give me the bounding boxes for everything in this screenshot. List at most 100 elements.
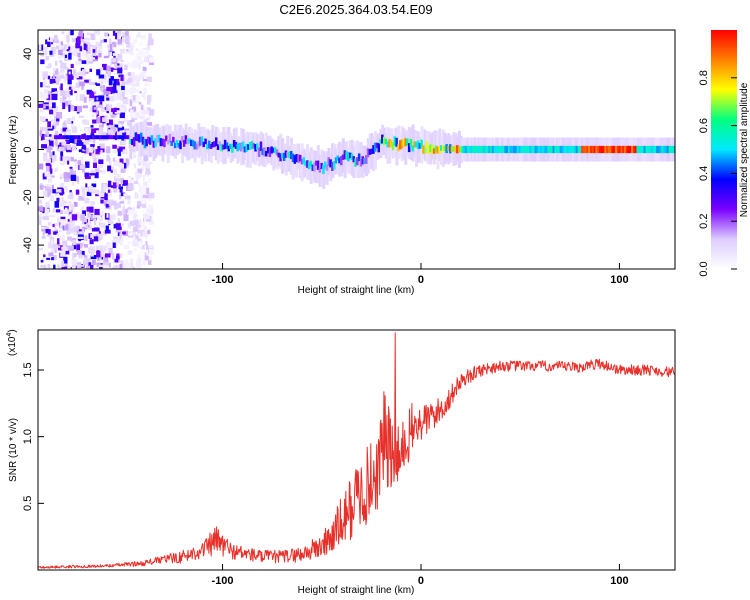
spectrogram-speckle xyxy=(111,58,117,63)
spectrogram-speckle xyxy=(53,110,57,117)
spectrogram-ridge-cell xyxy=(450,145,454,152)
spectrogram-ridge-cell xyxy=(468,145,472,154)
spectrogram-speckle xyxy=(82,226,88,230)
spectrogram-speckle xyxy=(60,216,66,220)
spectrogram-speckle xyxy=(42,190,48,197)
spectrogram-speckle xyxy=(66,118,72,124)
spectrogram-speckle xyxy=(134,111,140,119)
spectrogram-speckle xyxy=(105,253,111,258)
spectrogram-speckle xyxy=(116,253,120,257)
spectrogram-ridge-cell xyxy=(399,140,402,150)
spectrogram-speckle xyxy=(113,182,117,189)
spectrogram-ridge-cell xyxy=(227,145,230,152)
colorbar-bar xyxy=(711,30,737,269)
spectrogram-speckle xyxy=(69,192,73,200)
spectrogram-speckle xyxy=(89,107,93,112)
spectrogram-speckle xyxy=(73,159,77,162)
spectrogram-ridge-cell xyxy=(481,145,484,154)
spectrogram-speckle xyxy=(56,41,60,45)
spectrogram-ridge-cell xyxy=(465,145,468,154)
spectrogram-ridge-cell xyxy=(161,138,164,147)
spectrogram-line-cell xyxy=(58,135,62,140)
spectrogram-ridge-cell xyxy=(131,138,134,145)
spectrogram-speckle xyxy=(62,46,66,52)
spectrogram-ridge-cell xyxy=(140,132,143,143)
spectrogram-speckle xyxy=(55,245,61,248)
spectrogram-speckle xyxy=(59,175,63,180)
spectrogram-speckle xyxy=(109,188,112,193)
spectrogram-speckle xyxy=(52,124,57,130)
spectrogram-speckle xyxy=(135,234,141,241)
spectrogram-speckle xyxy=(67,236,73,241)
snr-frame xyxy=(37,329,676,571)
spectrogram-ridge-cell xyxy=(629,145,632,154)
spectrogram-speckle xyxy=(68,104,71,112)
spectrogram-speckle xyxy=(133,164,137,169)
spectrogram-ridge-halo xyxy=(438,128,442,162)
spectrogram-speckle xyxy=(51,88,57,94)
spectrogram-ridge-cell xyxy=(443,145,447,152)
spectrogram-speckle xyxy=(142,259,146,266)
spectrogram-speckle xyxy=(63,161,68,165)
spectrogram-speckle xyxy=(75,212,80,217)
spectrogram-speckle xyxy=(89,82,96,85)
spectrogram-speckle xyxy=(115,223,121,227)
spectrogram-speckle xyxy=(142,194,149,199)
spectrogram-speckle xyxy=(123,180,129,185)
spectrogram-speckle xyxy=(122,205,125,209)
spectrogram-speckle xyxy=(96,109,99,115)
spectrogram-speckle xyxy=(40,260,44,263)
spectrogram-ridge-cell xyxy=(531,145,534,154)
spectrogram-speckle xyxy=(122,98,129,105)
spectrogram-ridge-cell xyxy=(665,145,668,154)
spectrogram-ridge-halo xyxy=(425,131,429,164)
spectrogram-speckle xyxy=(55,122,59,126)
spectrogram-line-cell xyxy=(84,135,88,140)
spectrogram-speckle xyxy=(78,195,85,201)
spectrogram-ridge-cell xyxy=(599,145,602,154)
spectrogram-y-tick-label: 40 xyxy=(22,48,34,60)
spectrogram-speckle xyxy=(146,116,151,119)
spectrogram-speckle xyxy=(54,249,57,254)
spectrogram-speckle xyxy=(84,38,90,41)
spectrogram-speckle xyxy=(108,248,113,255)
snr-series-line xyxy=(38,332,675,569)
spectrogram-speckle xyxy=(122,33,126,39)
spectrogram-ridge-cell xyxy=(497,145,500,154)
spectrogram-speckle xyxy=(128,231,132,234)
spectrogram-ridge-cell xyxy=(477,145,480,154)
spectrogram-ridge-cell xyxy=(197,141,200,149)
spectrogram-ridge-cell xyxy=(624,145,627,154)
snr-multiplier-exponent: 4 xyxy=(6,333,13,337)
spectrogram-speckle xyxy=(103,108,108,112)
spectrogram-speckle xyxy=(134,193,139,199)
spectrogram-ridge-cell xyxy=(170,140,173,146)
spectrogram-speckle xyxy=(60,235,65,241)
spectrogram-speckle xyxy=(144,163,150,169)
spectrogram-ridge-cell xyxy=(431,144,434,155)
spectrogram-ridge-cell xyxy=(643,145,647,154)
spectrogram-speckle xyxy=(140,35,146,40)
spectrogram-ridge-cell xyxy=(232,140,236,148)
spectrogram-ridge-cell xyxy=(190,139,193,146)
snr-y-label: SNR (10 * v/v) xyxy=(8,418,19,482)
spectrogram-speckle xyxy=(116,255,120,260)
spectrogram-ridge-cell xyxy=(454,145,457,153)
spectrogram-speckle xyxy=(98,74,105,79)
spectrogram-speckle xyxy=(99,78,105,82)
spectrogram-speckle xyxy=(47,90,52,95)
spectrogram-speckle xyxy=(58,49,63,55)
spectrogram-speckle xyxy=(110,67,114,72)
spectrogram-speckle xyxy=(126,44,131,48)
spectrogram-speckle xyxy=(119,104,124,108)
spectrogram-ridge-cell xyxy=(407,143,411,153)
spectrogram-speckle xyxy=(54,201,60,208)
spectrogram-speckle xyxy=(113,238,120,242)
spectrogram-speckle xyxy=(112,30,116,36)
spectrogram-speckle xyxy=(79,46,83,52)
spectrogram-ridge-halo xyxy=(343,141,347,179)
spectrogram-speckle xyxy=(135,48,139,52)
spectrogram-ridge-cell xyxy=(248,142,252,150)
spectrogram-speckle xyxy=(99,170,103,173)
spectrogram-speckle xyxy=(90,33,96,40)
